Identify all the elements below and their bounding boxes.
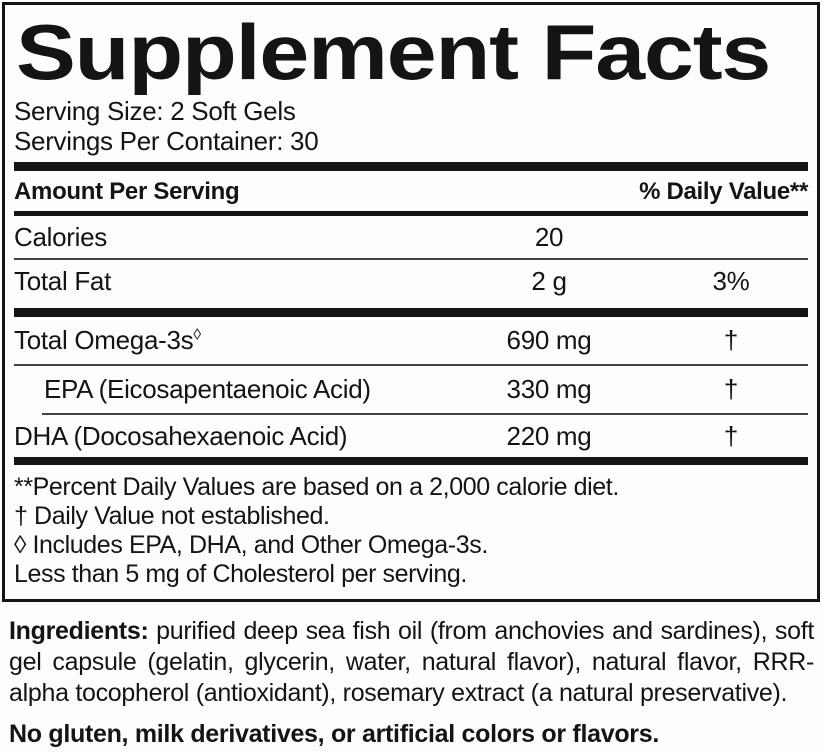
nutrient-amount: 20 [534,221,564,252]
heavy-rule-mid [14,308,808,317]
nutrient-row-total-omega3: Total Omega-3s◊ 690 mg † [14,317,808,364]
diamond-footnote-marker: ◊ [193,326,201,344]
heavy-rule-top [14,162,808,171]
nutrient-amount: 2 g [531,265,567,296]
thin-rule [14,258,808,260]
heavy-rule-bottom [14,457,808,465]
allergen-statement: No gluten, milk derivatives, or artifici… [9,720,659,748]
serving-info: Serving Size: 2 Soft Gels Servings Per C… [14,96,808,156]
nutrient-amount: 690 mg [506,325,592,355]
nutrient-label: EPA (Eicosapentaenoic Acid) [44,374,371,404]
footnote-cholesterol: Less than 5 mg of Cholesterol per servin… [14,560,467,588]
daily-value-header: % Daily Value** [639,178,808,205]
panel-title: Supplement Facts [16,8,771,96]
column-header-row: Amount Per Serving % Daily Value** [14,171,808,211]
medium-rule-under-header [14,211,808,216]
thin-rule [14,364,808,366]
footnotes-block: **Percent Daily Values are based on a 2,… [14,465,808,599]
footnote-percent-dv: **Percent Daily Values are based on a 2,… [14,473,619,501]
nutrient-amount: 220 mg [506,420,592,451]
nutrient-daily-value: † [723,374,739,404]
nutrient-row-epa: EPA (Eicosapentaenoic Acid) 330 mg † [14,366,808,413]
ingredients-text: purified deep sea fish oil (from anchovi… [9,617,814,707]
nutrient-daily-value: † [723,420,739,451]
amount-per-serving-header: Amount Per Serving [14,178,240,205]
serving-size-text: Serving Size: 2 Soft Gels [14,96,296,126]
ingredients-paragraph: Ingredients: purified deep sea fish oil … [9,616,814,709]
nutrient-row-calories: Calories 20 [14,216,808,258]
nutrient-daily-value: † [723,325,739,355]
supplement-facts-panel: Supplement Facts Serving Size: 2 Soft Ge… [2,2,820,602]
nutrient-row-total-fat: Total Fat 2 g 3% [14,260,808,302]
servings-per-container-text: Servings Per Container: 30 [14,126,319,156]
footnote-diamond: ◊ Includes EPA, DHA, and Other Omega-3s. [14,531,488,559]
nutrient-daily-value: 3% [712,265,750,296]
nutrient-row-dha: DHA (Docosahexaenoic Acid) 220 mg † [14,415,808,457]
nutrient-label: DHA (Docosahexaenoic Acid) [14,420,348,451]
footnote-dagger: † Daily Value not established. [14,502,330,530]
nutrient-label: Total Omega-3s◊ [14,325,201,355]
nutrient-label: Calories [14,221,107,252]
ingredients-label: Ingredients: [9,617,149,645]
thin-rule-indented [42,413,808,415]
nutrient-label: Total Fat [14,265,112,296]
nutrient-amount: 330 mg [506,374,592,404]
